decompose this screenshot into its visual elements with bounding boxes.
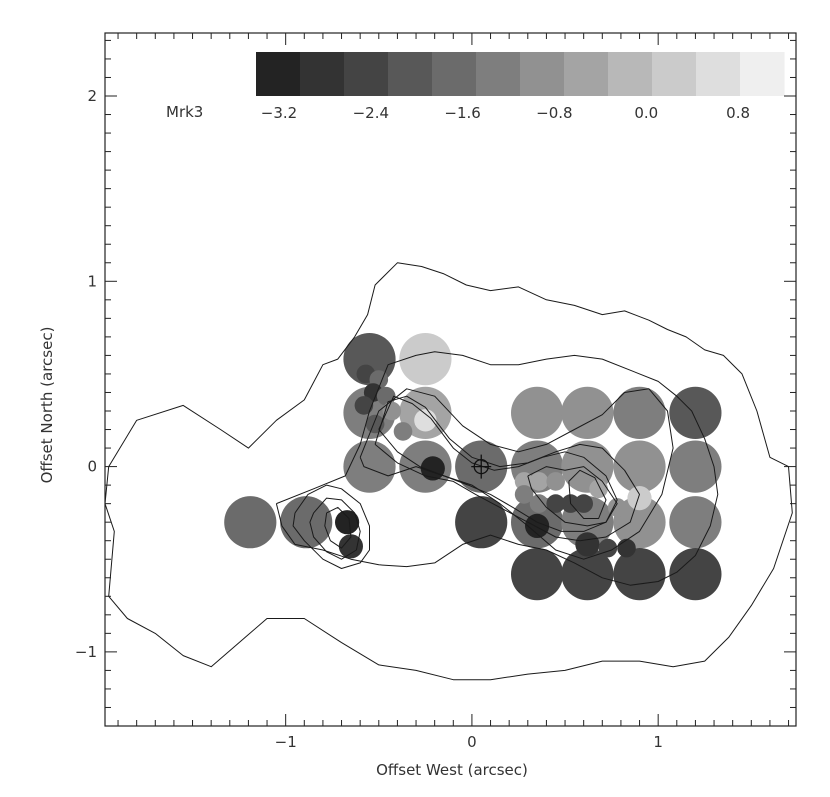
data-point-21 <box>669 496 722 549</box>
data-point-43 <box>574 494 593 513</box>
data-point-38 <box>546 472 565 491</box>
data-point-50 <box>617 538 636 558</box>
x-tick-label: 0 <box>467 733 477 751</box>
center-marker-layer <box>471 454 492 479</box>
data-point-44 <box>589 479 608 499</box>
data-point-51 <box>335 510 360 535</box>
data-point-4 <box>343 440 396 493</box>
colorbar-label-4: 0.0 <box>634 104 658 122</box>
colorbar-swatch-6 <box>520 52 565 96</box>
colorbar-swatch-9 <box>652 52 697 96</box>
plot-frame <box>104 32 797 727</box>
colorbar-swatch-10 <box>696 52 741 96</box>
data-point-1 <box>399 333 452 386</box>
axis-ticks <box>105 33 796 726</box>
data-point-52 <box>338 534 363 559</box>
x-axis-label: Offset West (arcsec) <box>376 761 528 779</box>
data-point-25 <box>669 548 722 601</box>
axis-tick-labels: −1 0 1 −1 0 1 2 <box>75 87 663 751</box>
data-point-34 <box>393 422 413 441</box>
data-point-22 <box>510 548 564 601</box>
x-tick-label: −1 <box>275 733 297 751</box>
data-point-40 <box>529 494 549 513</box>
data-point-36 <box>514 472 534 491</box>
data-point-37 <box>529 472 549 491</box>
colorbar-swatch-4 <box>432 52 477 96</box>
y-tick-label: 0 <box>87 458 97 476</box>
contour-level-1 <box>105 262 793 681</box>
data-point-14 <box>613 440 666 493</box>
colorbar-swatch-2 <box>344 52 389 96</box>
colorbar-label-0: −3.2 <box>261 104 297 122</box>
colorbar-label-5: 0.8 <box>726 104 750 122</box>
contour-level-9 <box>309 497 361 560</box>
data-point-10 <box>669 386 722 439</box>
data-point-48 <box>575 532 600 557</box>
contour-level-2 <box>275 351 719 586</box>
data-point-39 <box>514 485 534 504</box>
colorbar-label-1: −2.4 <box>353 104 389 122</box>
contours-layer <box>105 262 793 681</box>
y-tick-label: −1 <box>75 643 97 661</box>
data-point-7 <box>510 386 564 439</box>
contour-level-6 <box>527 466 618 527</box>
object-label: Mrk3 <box>166 103 203 121</box>
data-point-23 <box>561 548 614 601</box>
data-point-16 <box>280 496 333 549</box>
data-point-33 <box>414 409 437 432</box>
contour-level-8 <box>292 484 370 569</box>
data-point-8 <box>561 386 614 439</box>
colorbar-swatch-0 <box>256 52 301 96</box>
y-tick-label: 1 <box>87 272 97 290</box>
contour-level-7 <box>568 469 607 519</box>
plot-border <box>104 32 797 727</box>
y-axis-label: Offset North (arcsec) <box>38 327 56 484</box>
data-point-11 <box>669 440 722 493</box>
data-point-41 <box>546 494 565 513</box>
y-tick-label: 2 <box>87 87 97 105</box>
colorbar-label-2: −1.6 <box>444 104 480 122</box>
colorbar-swatch-1 <box>300 52 345 96</box>
contour-level-4 <box>374 395 640 542</box>
colorbar-swatch-7 <box>564 52 609 96</box>
data-point-17 <box>455 496 508 549</box>
colorbar-swatch-5 <box>476 52 521 96</box>
data-point-46 <box>627 486 652 511</box>
data-point-9 <box>613 386 666 439</box>
data-point-15 <box>224 496 277 549</box>
colorbar: −3.2 −2.4 −1.6 −0.8 0.0 0.8 <box>256 52 785 122</box>
colorbar-swatch-3 <box>388 52 433 96</box>
colorbar-swatch-11 <box>740 52 785 96</box>
contour-level-10 <box>324 506 352 549</box>
colorbar-label-3: −0.8 <box>536 104 572 122</box>
data-point-29 <box>354 396 374 415</box>
colorbar-swatch-8 <box>608 52 653 96</box>
data-point-47 <box>525 513 550 539</box>
data-point-24 <box>613 548 666 601</box>
x-tick-label: 1 <box>653 733 663 751</box>
contour-level-5 <box>378 395 618 532</box>
